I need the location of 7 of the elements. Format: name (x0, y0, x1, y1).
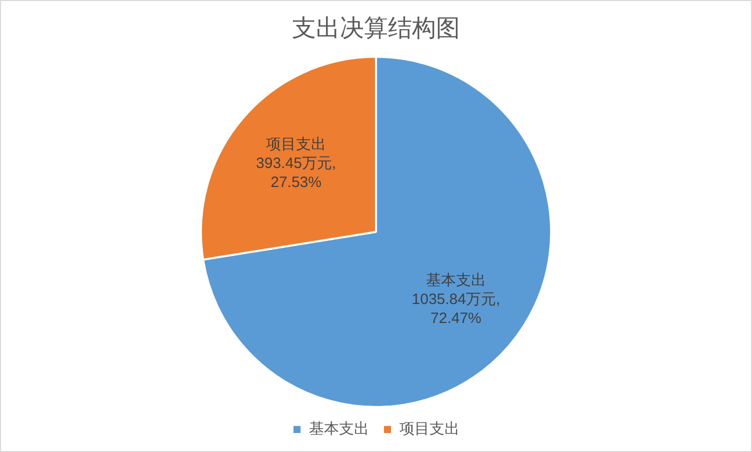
chart-title: 支出决算结构图 (292, 15, 460, 42)
slice-label: 基本支出 (426, 272, 486, 290)
data-label: 1035.84万元, 72.47% (412, 291, 500, 328)
legend-label: 项目支出 (400, 420, 460, 438)
slice-label: 项目支出 (266, 136, 326, 153)
data-label: 393.45万元, 27.53% (256, 154, 336, 191)
legend-label: 基本支出 (309, 420, 369, 438)
